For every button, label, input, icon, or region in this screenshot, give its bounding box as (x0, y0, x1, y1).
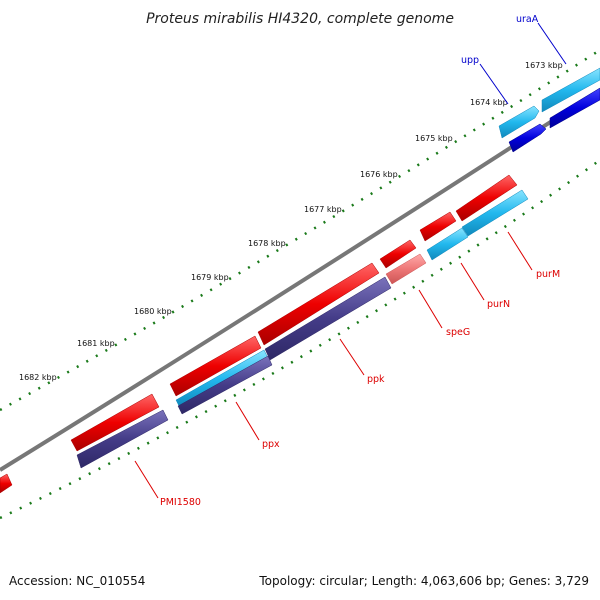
gene-speG-feature[interactable] (385, 253, 427, 285)
gene-uraA-feature[interactable] (541, 67, 600, 113)
tick-label: 1675 kbp (415, 134, 453, 143)
gene-label-purN: purN (487, 299, 510, 310)
tick-label: 1682 kbp (19, 373, 57, 382)
scale-labels: 1673 kbp 1674 kbp 1675 kbp 1676 kbp 1677… (19, 61, 563, 382)
leader-PMI1580 (134, 460, 159, 499)
gene-features (0, 67, 600, 494)
gene-labels: uraA upp purM purN speG ppk ppx PMI1580 (160, 14, 560, 508)
gene-ppx-feature[interactable] (177, 355, 273, 415)
tick-label: 1679 kbp (191, 273, 229, 282)
tick-label: 1680 kbp (134, 307, 172, 316)
tick-label: 1678 kbp (248, 239, 286, 248)
gene-label-upp: upp (461, 55, 479, 66)
scale-ring-dotted (0, 48, 600, 412)
genome-backbone (0, 88, 600, 472)
leader-speG (418, 289, 443, 329)
gene-red-feature-6[interactable] (70, 393, 160, 452)
tick-label: 1676 kbp (360, 170, 398, 179)
tick-label: 1673 kbp (525, 61, 563, 70)
gene-leader-lines (134, 22, 567, 499)
gene-red-feature-1[interactable] (455, 174, 518, 222)
gene-red-feature-3[interactable] (379, 239, 417, 269)
tick-label: 1681 kbp (77, 339, 115, 348)
leader-ppk (339, 338, 365, 376)
leader-upp (479, 63, 509, 105)
leader-ppx (235, 401, 260, 441)
leader-purM (507, 231, 533, 271)
gene-label-speG: speG (446, 327, 470, 338)
gene-blue-feature-1[interactable] (549, 87, 600, 129)
map-title: Proteus mirabilis HI4320, complete genom… (146, 11, 454, 27)
gene-red-feature-2[interactable] (419, 211, 457, 242)
gene-purN-feature[interactable] (426, 227, 469, 261)
gene-label-purM: purM (536, 269, 560, 280)
gene-purM-feature[interactable] (461, 189, 529, 237)
leader-uraA (537, 22, 567, 65)
gene-edge-feature[interactable] (0, 473, 13, 494)
gene-label-ppk: ppk (367, 374, 385, 385)
tick-label: 1677 kbp (304, 205, 342, 214)
gene-label-ppx: ppx (262, 439, 280, 450)
gene-upp-feature[interactable] (498, 105, 540, 139)
gene-blue-feature-2[interactable] (508, 123, 547, 153)
leader-purN (460, 262, 485, 301)
gene-red-feature-5[interactable] (169, 335, 262, 397)
gene-PMI1580-feature[interactable] (76, 409, 169, 469)
topology-text: Topology: circular; Length: 4,063,606 bp… (259, 574, 589, 588)
tick-label: 1674 kbp (470, 98, 508, 107)
gene-label-uraA: uraA (516, 14, 539, 25)
accession-text: Accession: NC_010554 (9, 574, 146, 588)
gene-label-PMI1580: PMI1580 (160, 497, 201, 508)
gene-red-feature-4[interactable] (257, 262, 380, 346)
